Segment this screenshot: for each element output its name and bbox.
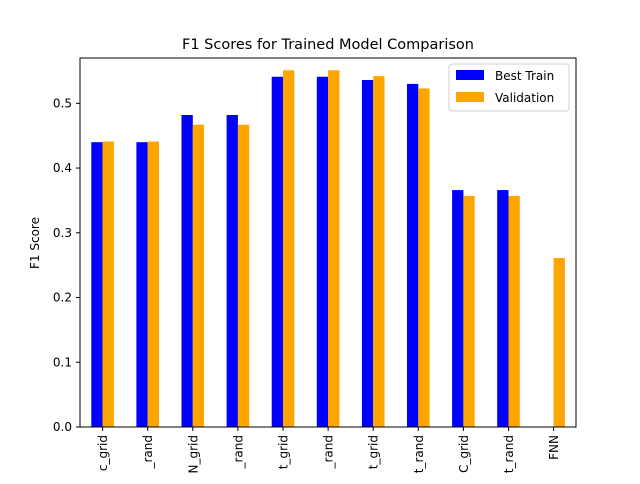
- x-axis-ticks: c_grid _rand N_grid _rand t_grid _rand t_grid t…: [96, 427, 561, 473]
- bar-best-train-7: [407, 83, 419, 427]
- bar-best-train-6: [361, 80, 374, 427]
- legend-label-best-train: Best Train: [495, 69, 554, 83]
- bar-validation-9: [508, 195, 520, 427]
- y-axis-label: F1 Score: [28, 217, 42, 269]
- x-tick-label: c_grid: [96, 435, 110, 471]
- x-tick-label: t_rand: [502, 435, 516, 473]
- bar-best-train-5: [316, 76, 329, 428]
- chart-title: F1 Scores for Trained Model Comparison: [182, 37, 474, 53]
- bar-best-train-1: [136, 142, 148, 427]
- bar-validation-0: [102, 141, 114, 427]
- legend-swatch-best-train: [456, 70, 484, 80]
- bar-best-train-3: [226, 114, 238, 427]
- bar-validation-2: [192, 124, 205, 428]
- x-tick-label: N_grid: [186, 435, 200, 473]
- x-tick-label: t_grid: [367, 435, 381, 469]
- x-tick-label: t_grid: [277, 435, 291, 469]
- x-tick-label: _rand: [322, 435, 336, 470]
- x-tick-label: FNN: [547, 435, 561, 460]
- x-tick-label: t_rand: [412, 435, 426, 473]
- y-axis-ticks: 0.0 0.1 0.2 0.3 0.4 0.5: [53, 96, 80, 434]
- legend-swatch-validation: [456, 92, 484, 102]
- plot-area-frame: [79, 57, 577, 428]
- x-tick-label: _rand: [141, 435, 155, 470]
- legend: Best Train Validation: [448, 63, 570, 112]
- x-tick-label: _rand: [231, 435, 245, 470]
- y-tick-label: 0.5: [53, 96, 72, 110]
- y-tick-label: 0.0: [53, 420, 72, 434]
- bar-validation-3: [237, 124, 250, 428]
- bar-validation-5: [328, 70, 340, 428]
- y-tick-label: 0.1: [53, 355, 72, 369]
- legend-label-validation: Validation: [495, 91, 554, 105]
- x-tick-label: C_grid: [457, 435, 471, 473]
- y-tick-label: 0.2: [53, 291, 72, 305]
- bar-best-train-0: [91, 142, 103, 427]
- bar-validation-1: [147, 141, 159, 427]
- bar-validation-4: [283, 70, 295, 428]
- bar-best-train-8: [452, 190, 464, 427]
- bar-validation-6: [373, 76, 385, 427]
- y-tick-label: 0.4: [53, 161, 72, 175]
- bar-validation-7: [418, 88, 430, 428]
- bar-best-train-9: [497, 190, 509, 427]
- bar-best-train-4: [271, 76, 283, 428]
- y-tick-label: 0.3: [53, 226, 72, 240]
- bar-validation-8: [463, 195, 475, 427]
- bar-best-train-2: [181, 114, 193, 427]
- bars-layer: [91, 70, 565, 428]
- bar-validation-10: [553, 258, 565, 427]
